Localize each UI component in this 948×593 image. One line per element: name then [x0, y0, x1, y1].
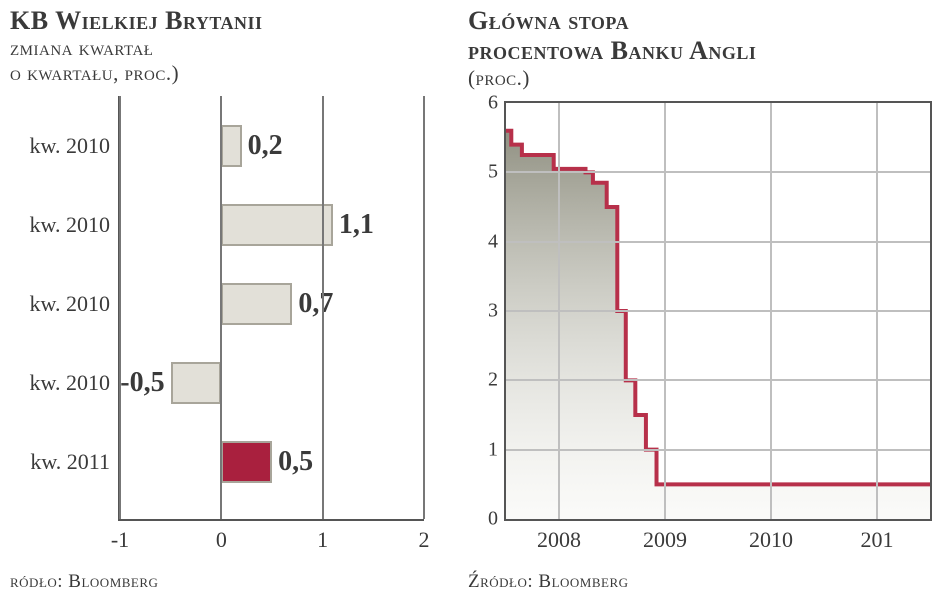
category-label: kw. 2011	[30, 449, 120, 475]
panel-gdp-uk: KB Wielkiej Brytanii zmiana kwartał o kw…	[0, 6, 458, 593]
bars-container: kw. 20100,2 kw. 20101,1 kw. 20100,7 kw. 201…	[120, 106, 424, 501]
area-fill	[506, 131, 930, 519]
gridline	[876, 103, 878, 519]
bar-value: 1,1	[339, 209, 374, 241]
y-tick: 4	[488, 230, 506, 253]
category-label: kw. 2010	[30, 291, 120, 317]
gridline	[558, 103, 560, 519]
gridline	[506, 241, 930, 243]
gridline	[506, 449, 930, 451]
bar	[221, 283, 292, 325]
gridline	[423, 96, 425, 519]
bar-value: 0,2	[248, 130, 283, 162]
chart-title-1: Główna stopa	[468, 6, 938, 36]
panel-boe-rate: Główna stopa procentowa Banku Angli (pro…	[458, 6, 948, 593]
gridline	[770, 103, 772, 519]
line-chart: 0123456200820092010201	[468, 101, 938, 565]
x-tick: 2009	[643, 519, 687, 553]
chart-subtitle: (proc.)	[468, 66, 938, 91]
bar	[171, 362, 222, 404]
bar	[221, 204, 332, 246]
category-label: kw. 2010	[30, 370, 120, 396]
bar-row: kw. 20100,2	[120, 119, 424, 173]
gridline	[119, 96, 121, 519]
chart-subtitle-2: o kwartału, proc.)	[10, 61, 448, 86]
plot-area: kw. 20100,2 kw. 20101,1 kw. 20100,7 kw. 201…	[118, 96, 424, 521]
y-tick: 2	[488, 369, 506, 392]
gridline	[322, 96, 324, 519]
bar	[221, 441, 272, 483]
category-label: kw. 2010	[30, 212, 120, 238]
x-tick: 201	[861, 519, 894, 553]
gridline	[506, 310, 930, 312]
figure-pair: KB Wielkiej Brytanii zmiana kwartał o kw…	[0, 0, 948, 593]
y-tick: 5	[488, 161, 506, 184]
x-tick: 0	[216, 519, 227, 553]
bar-value: 0,7	[298, 288, 333, 320]
y-tick: 1	[488, 438, 506, 461]
bar-value: -0,5	[120, 367, 164, 399]
y-tick: 6	[488, 92, 506, 115]
bar	[221, 125, 241, 167]
bar-row: kw. 20100,7	[120, 277, 424, 331]
category-label: kw. 2010	[30, 133, 120, 159]
chart-subtitle-1: zmiana kwartał	[10, 36, 448, 61]
source-label: Źródło: Bloomberg	[468, 571, 938, 593]
chart-title-2: procentowa Banku Angli	[468, 36, 938, 66]
gridline	[220, 96, 222, 519]
gridline	[506, 171, 930, 173]
bar-row: kw. 2010-0,5	[120, 356, 424, 410]
bar-row: kw. 20101,1	[120, 198, 424, 252]
y-tick: 0	[488, 508, 506, 531]
chart-title: KB Wielkiej Brytanii	[10, 6, 448, 36]
y-tick: 3	[488, 300, 506, 323]
x-tick: 2008	[537, 519, 581, 553]
bar-value: 0,5	[278, 446, 313, 478]
bar-chart: kw. 20100,2kw. 20101,1kw. 20100,7kw. 201…	[10, 96, 448, 565]
x-tick: 2	[419, 519, 430, 553]
gridline	[506, 379, 930, 381]
source-label: ródło: Bloomberg	[10, 571, 448, 593]
x-tick: 2010	[749, 519, 793, 553]
bar-row: kw. 20110,5	[120, 435, 424, 489]
plot-area: 0123456200820092010201	[504, 101, 932, 521]
gridline	[664, 103, 666, 519]
x-tick: -1	[111, 519, 129, 553]
x-tick: 1	[317, 519, 328, 553]
